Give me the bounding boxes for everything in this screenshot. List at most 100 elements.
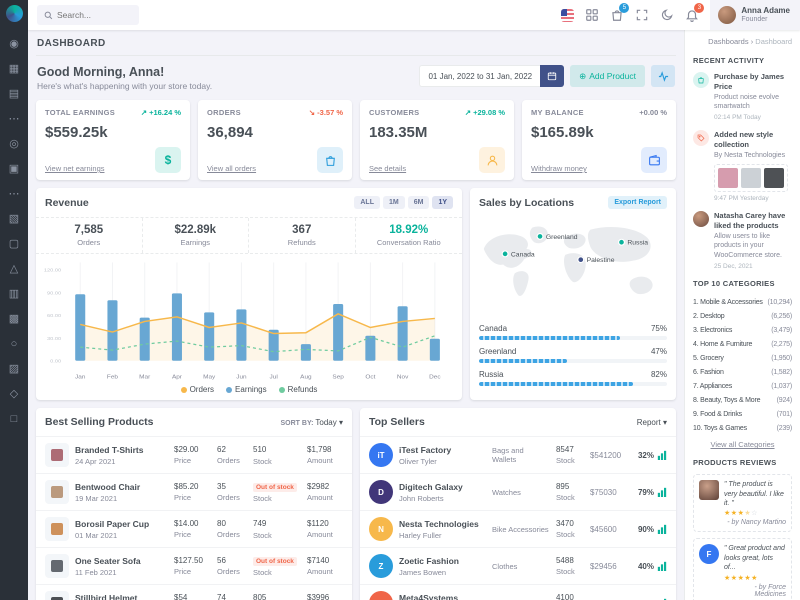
star-full-icon: ★ [737,574,745,582]
category-row[interactable]: 2. Desktop (6,256) [693,309,792,323]
star-full-icon: ★ [724,574,731,582]
category-count: (6,256) [771,312,792,320]
invoices-icon[interactable]: ▥ [8,288,20,300]
product-orders: 74 [217,593,226,600]
dashboard-main: DASHBOARD Good Morning, Anna! Here's wha… [28,30,684,600]
category-row[interactable]: 7. Appliances (1,037) [693,379,792,393]
seller-category: Furniture [492,599,550,600]
docs-icon[interactable]: □ [10,412,18,425]
stat-link[interactable]: Withdraw money [531,164,587,173]
charts-icon[interactable]: ▨ [8,363,20,375]
product-amount: $3996 [307,593,330,600]
best-selling-rows: Branded T-Shirts 24 Apr 2021 $29.00 Price… [36,436,352,600]
pages-icon[interactable]: ▣ [8,163,20,175]
stat-link[interactable]: See details [369,164,407,173]
tables-icon[interactable]: ▩ [8,313,20,325]
revenue-filter-6m[interactable]: 6M [407,196,430,209]
more-2-icon[interactable]: ⋯ [8,188,20,200]
stat-delta: ↘ -3.57 % [308,108,343,117]
fullscreen-icon[interactable] [635,8,649,22]
stat-cards-row: TOTAL EARNINGS ↗ +16.24 % $559.25k View … [36,100,676,180]
dashboards-icon[interactable]: ◉ [9,38,19,50]
calendar-button[interactable] [540,65,565,87]
dark-mode-moon-icon[interactable] [660,8,674,22]
table-row[interactable]: N Nesta Technologies Harley Fuller Bike … [360,510,676,547]
top-sellers-title: Top Sellers [369,416,425,428]
activity-time: 25 Dec, 2021 [714,263,753,271]
star-full-icon: ★ [730,510,738,518]
language-flag-icon[interactable] [561,8,575,22]
product-review-card: " The product is very beautiful. I like … [693,474,792,533]
date-range-value[interactable]: 01 Jan, 2022 to 31 Jan, 2022 [419,65,541,87]
category-name: 1. Mobile & Accessories [693,298,763,306]
revenue-stat-value: 367 [292,224,312,236]
activity-pulse-button[interactable] [651,65,675,87]
layouts-icon[interactable]: ▤ [8,88,20,100]
category-row[interactable]: 9. Food & Drinks (701) [693,407,792,421]
seller-percent: 40% [637,561,654,571]
svg-text:60.00: 60.00 [47,313,61,319]
app-logo[interactable] [5,5,23,22]
stat-delta: +0.00 % [639,108,667,117]
page-title: DASHBOARD [37,38,106,49]
table-row[interactable]: Borosil Paper Cup 01 Mar 2021 $14.00 Pric… [36,510,352,547]
table-row[interactable]: Bentwood Chair 19 Mar 2021 $85.20 Price 3… [36,473,352,510]
export-report-button[interactable]: Export Report [608,196,667,209]
svg-text:Palestine: Palestine [587,257,615,264]
maps-icon[interactable]: ◇ [9,388,19,400]
stat-card: MY BALANCE +0.00 % $165.89k Withdraw mon… [522,100,676,180]
out-of-stock-badge: Out of stock [253,483,297,492]
revenue-filter-1y[interactable]: 1Y [432,196,453,209]
apps-icon[interactable]: ▦ [8,63,20,75]
seller-company: iTest Factory [399,444,452,455]
category-row[interactable]: 8. Beauty, Toys & More (924) [693,393,792,407]
labs-icon[interactable]: △ [9,263,19,275]
cart-icon[interactable]: 5 [610,3,630,22]
table-row[interactable]: D Digitech Galaxy John Roberts Watches 8… [360,473,676,510]
view-all-categories-link[interactable]: View all Categories [710,440,775,450]
seller-stock: 8547 [555,445,574,454]
table-row[interactable]: Stillbird Helmet 17 Jan 2021 $54Price 74… [36,584,352,600]
report-dropdown[interactable]: Report ▾ [636,417,667,427]
category-row[interactable]: 4. Home & Furniture (2,275) [693,337,792,351]
svg-text:Jun: Jun [236,375,246,381]
category-row[interactable]: 6. Fashion (1,582) [693,365,792,379]
seller-stock: 895 [555,482,570,491]
widgets-icon[interactable]: ▧ [8,213,20,225]
table-row[interactable]: iT iTest Factory Oliver Tyler Bags and W… [360,436,676,473]
sort-by-dropdown[interactable]: Today ▾ [315,417,343,427]
forms-icon[interactable]: ▢ [8,238,20,250]
notifications-bell-icon[interactable]: 3 [685,3,705,22]
sales-locations-title: Sales by Locations [479,196,575,209]
seller-category: Watches [491,487,521,497]
history-icon[interactable]: ○ [10,337,18,350]
search-input[interactable] [57,10,132,20]
more-icon[interactable]: ⋯ [8,113,20,125]
svg-text:Greenland: Greenland [546,234,578,241]
trend-bars-icon [657,524,667,534]
breadcrumb-root[interactable]: Dashboards [708,37,749,46]
category-row[interactable]: 10. Toys & Games (239) [693,421,792,435]
category-row[interactable]: 1. Mobile & Accessories (10,294) [693,295,792,309]
greeting-subtitle: Here's what's happening with your store … [37,81,213,91]
table-row[interactable]: Branded T-Shirts 24 Apr 2021 $29.00 Price… [36,436,352,473]
stat-link[interactable]: View net earnings [45,164,105,173]
category-row[interactable]: 3. Electronics (3,479) [693,323,792,337]
revenue-filter-all[interactable]: ALL [354,196,380,209]
user-menu[interactable]: Anna Adame Founder [710,0,800,30]
seller-company: Nesta Technologies [399,518,479,529]
table-row[interactable]: M Meta4Systems Zoe Dennis Furniture 4100… [360,584,676,600]
table-row[interactable]: Z Zoetic Fashion James Bowen Clothes 548… [360,547,676,584]
table-row[interactable]: One Seater Sofa 11 Feb 2021 $127.50 Price… [36,547,352,584]
category-row[interactable]: 5. Grocery (1,950) [693,351,792,365]
auth-icon[interactable]: ◎ [9,138,19,150]
main-area: 5 3 Anna Adame Founder [28,0,800,600]
product-thumbnail [45,591,69,600]
revenue-filter-1m[interactable]: 1M [382,196,405,209]
stat-link[interactable]: View all orders [207,164,257,173]
apps-grid-icon[interactable] [585,8,599,22]
add-product-button[interactable]: ⊕ Add Product [570,65,645,87]
seller-stock: 3470 [555,519,574,528]
activity-text: By Nesta Technologies [714,151,786,159]
category-name: 9. Food & Drinks [693,410,742,418]
